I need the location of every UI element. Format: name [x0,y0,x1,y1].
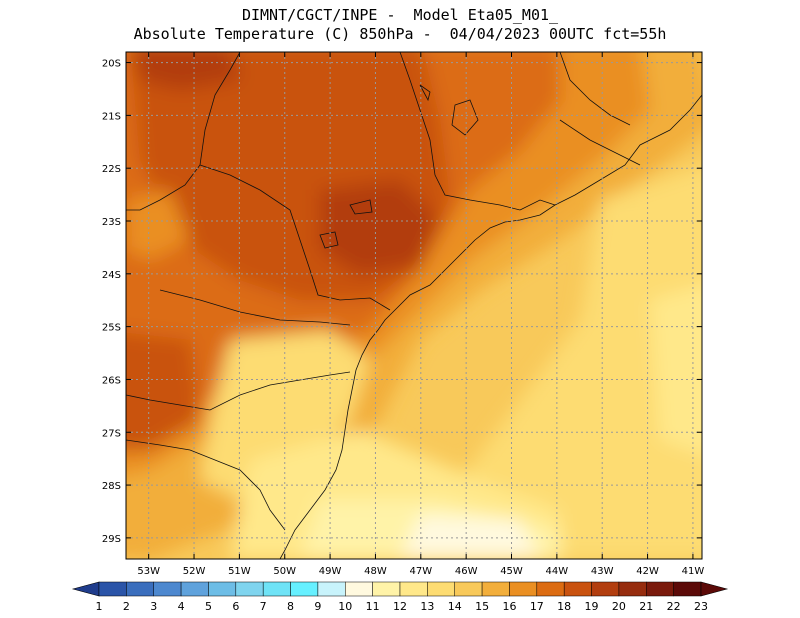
colorbar-label: 14 [448,600,462,613]
colorbar-segment [180,581,209,597]
lon-tick-label: 41W [682,566,705,577]
lat-tick-label: 24S [102,270,121,281]
colorbar-label: 23 [694,600,708,613]
colorbar-segment [399,581,428,597]
lat-tick-label: 25S [102,323,121,334]
lon-tick-label: 52W [183,566,206,577]
colorbar-label: 15 [475,600,489,613]
lat-tick-label: 21S [102,111,121,122]
lon-tick-label: 46W [455,566,478,577]
colorbar-label: 5 [205,600,212,613]
colorbar-label: 20 [612,600,626,613]
chart-title-line-1: DIMNT/CGCT/INPE - Model Eta05_M01_ [241,6,559,24]
lat-tick-label: 29S [102,534,121,545]
latitude-labels: 20S 21S 22S 23S 24S 25S 26S 27S 28S 29S [102,59,702,545]
colorbar-label: 22 [667,600,681,613]
colorbar-label: 13 [420,600,434,613]
lat-tick-label: 22S [102,164,121,175]
colorbar-label: 18 [557,600,571,613]
lon-tick-label: 51W [228,566,251,577]
lat-tick-label: 26S [102,375,121,386]
colorbar-label: 4 [178,600,185,613]
colorbar-segment [235,581,264,597]
lon-tick-label: 44W [546,566,569,577]
colorbar-segment [673,581,702,597]
colorbar-segment [481,581,510,597]
colorbar-label: 10 [338,600,352,613]
temperature-field [126,52,702,559]
colorbar-label: 8 [287,600,294,613]
colorbar-segment [427,581,455,597]
colorbar-segment [646,581,674,597]
lon-tick-label: 42W [636,566,659,577]
lon-tick-label: 45W [500,566,523,577]
lat-lon-grid [126,52,702,559]
colorbar-label: 7 [260,600,267,613]
lon-tick-label: 49W [319,566,342,577]
colorbar-segment [372,581,401,597]
colorbar: 1 2 3 4 5 6 7 8 9 10 11 12 13 14 15 16 17 18 19 20 21 22 23 [71,581,729,613]
colorbar-segment [153,581,182,597]
map-frame [125,51,703,560]
lat-tick-label: 27S [102,428,121,439]
colorbar-segment [262,581,291,597]
colorbar-segment [618,581,647,597]
colorbar-label: 1 [96,600,103,613]
colorbar-arrow-low [71,581,100,597]
colorbar-arrow-high [700,581,729,597]
chart-title-line-2: Absolute Temperature (C) 850hPa - 04/04/… [133,25,667,43]
colorbar-segment [317,581,346,597]
lat-tick-label: 23S [102,217,121,228]
lon-tick-label: 53W [137,566,160,577]
coastline-and-borders [126,52,702,559]
lon-tick-label: 47W [409,566,432,577]
colorbar-segment [98,581,127,597]
colorbar-label: 6 [232,600,239,613]
lon-tick-label: 48W [364,566,387,577]
colorbar-label: 2 [123,600,130,613]
colorbar-segment [290,581,319,597]
longitude-labels: 53W 52W 51W 50W 49W 48W 47W 46W 45W 44W 43W 42W 41W [137,52,704,577]
colorbar-segment [591,581,620,597]
colorbar-segment [345,581,373,597]
colorbar-label: 17 [530,600,544,613]
colorbar-label: 21 [639,600,653,613]
lon-tick-label: 50W [273,566,296,577]
lon-tick-label: 43W [591,566,614,577]
colorbar-label: 11 [366,600,380,613]
colorbar-segment [208,581,237,597]
lat-tick-label: 20S [102,59,121,70]
colorbar-segment [454,581,483,597]
colorbar-label: 9 [314,600,321,613]
colorbar-label: 16 [502,600,516,613]
colorbar-segment [536,581,565,597]
colorbar-segment [126,581,154,597]
colorbar-label: 3 [150,600,157,613]
colorbar-segment [509,581,538,597]
lat-tick-label: 28S [102,481,121,492]
colorbar-label: 19 [585,600,599,613]
colorbar-label: 12 [393,600,407,613]
colorbar-segment [563,581,592,597]
